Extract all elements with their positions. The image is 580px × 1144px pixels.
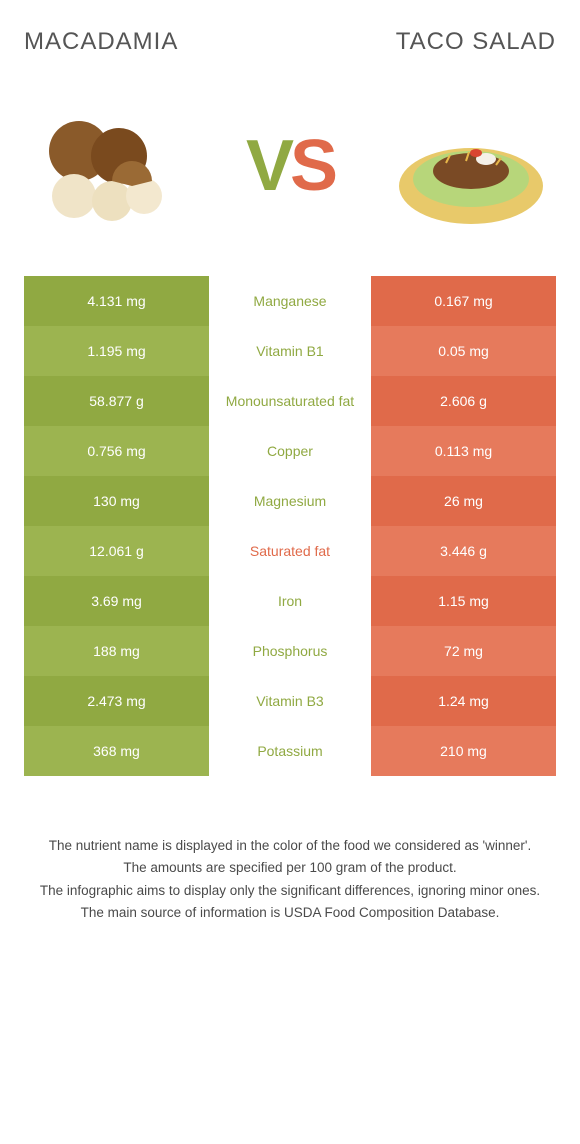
food-image-left: [24, 101, 194, 231]
table-row: 1.195 mgVitamin B10.05 mg: [24, 326, 556, 376]
table-row: 368 mgPotassium210 mg: [24, 726, 556, 776]
value-left: 368 mg: [24, 726, 209, 776]
value-left: 4.131 mg: [24, 276, 209, 326]
value-right: 0.05 mg: [371, 326, 556, 376]
value-left: 188 mg: [24, 626, 209, 676]
nutrient-name: Saturated fat: [209, 526, 371, 576]
value-left: 3.69 mg: [24, 576, 209, 626]
title-left: Macadamia: [24, 28, 178, 56]
nutrient-name: Iron: [209, 576, 371, 626]
footer-line: The nutrient name is displayed in the co…: [32, 836, 548, 856]
table-row: 130 mgMagnesium26 mg: [24, 476, 556, 526]
nutrient-name: Monounsaturated fat: [209, 376, 371, 426]
table-row: 3.69 mgIron1.15 mg: [24, 576, 556, 626]
value-right: 3.446 g: [371, 526, 556, 576]
nutrient-name: Potassium: [209, 726, 371, 776]
value-left: 0.756 mg: [24, 426, 209, 476]
value-left: 2.473 mg: [24, 676, 209, 726]
vs-s: S: [290, 125, 334, 207]
value-right: 2.606 g: [371, 376, 556, 426]
footer-line: The infographic aims to display only the…: [32, 881, 548, 901]
table-row: 2.473 mgVitamin B31.24 mg: [24, 676, 556, 726]
value-right: 72 mg: [371, 626, 556, 676]
value-right: 26 mg: [371, 476, 556, 526]
value-left: 130 mg: [24, 476, 209, 526]
vs-v: V: [246, 125, 290, 207]
nutrient-name: Manganese: [209, 276, 371, 326]
value-right: 0.167 mg: [371, 276, 556, 326]
hero-row: VS: [24, 86, 556, 246]
footer-notes: The nutrient name is displayed in the co…: [24, 836, 556, 923]
value-right: 210 mg: [371, 726, 556, 776]
table-row: 58.877 gMonounsaturated fat2.606 g: [24, 376, 556, 426]
nutrient-table: 4.131 mgManganese0.167 mg1.195 mgVitamin…: [24, 276, 556, 776]
vs-label: VS: [246, 125, 334, 207]
value-left: 1.195 mg: [24, 326, 209, 376]
value-left: 12.061 g: [24, 526, 209, 576]
table-row: 188 mgPhosphorus72 mg: [24, 626, 556, 676]
table-row: 12.061 gSaturated fat3.446 g: [24, 526, 556, 576]
footer-line: The main source of information is USDA F…: [32, 903, 548, 923]
title-right: Taco Salad: [396, 28, 556, 56]
nutrient-name: Vitamin B1: [209, 326, 371, 376]
nutrient-name: Magnesium: [209, 476, 371, 526]
value-left: 58.877 g: [24, 376, 209, 426]
value-right: 0.113 mg: [371, 426, 556, 476]
table-row: 4.131 mgManganese0.167 mg: [24, 276, 556, 326]
footer-line: The amounts are specified per 100 gram o…: [32, 858, 548, 878]
nutrient-name: Copper: [209, 426, 371, 476]
value-right: 1.24 mg: [371, 676, 556, 726]
nutrient-name: Phosphorus: [209, 626, 371, 676]
table-row: 0.756 mgCopper0.113 mg: [24, 426, 556, 476]
food-image-right: [386, 101, 556, 231]
nutrient-name: Vitamin B3: [209, 676, 371, 726]
value-right: 1.15 mg: [371, 576, 556, 626]
